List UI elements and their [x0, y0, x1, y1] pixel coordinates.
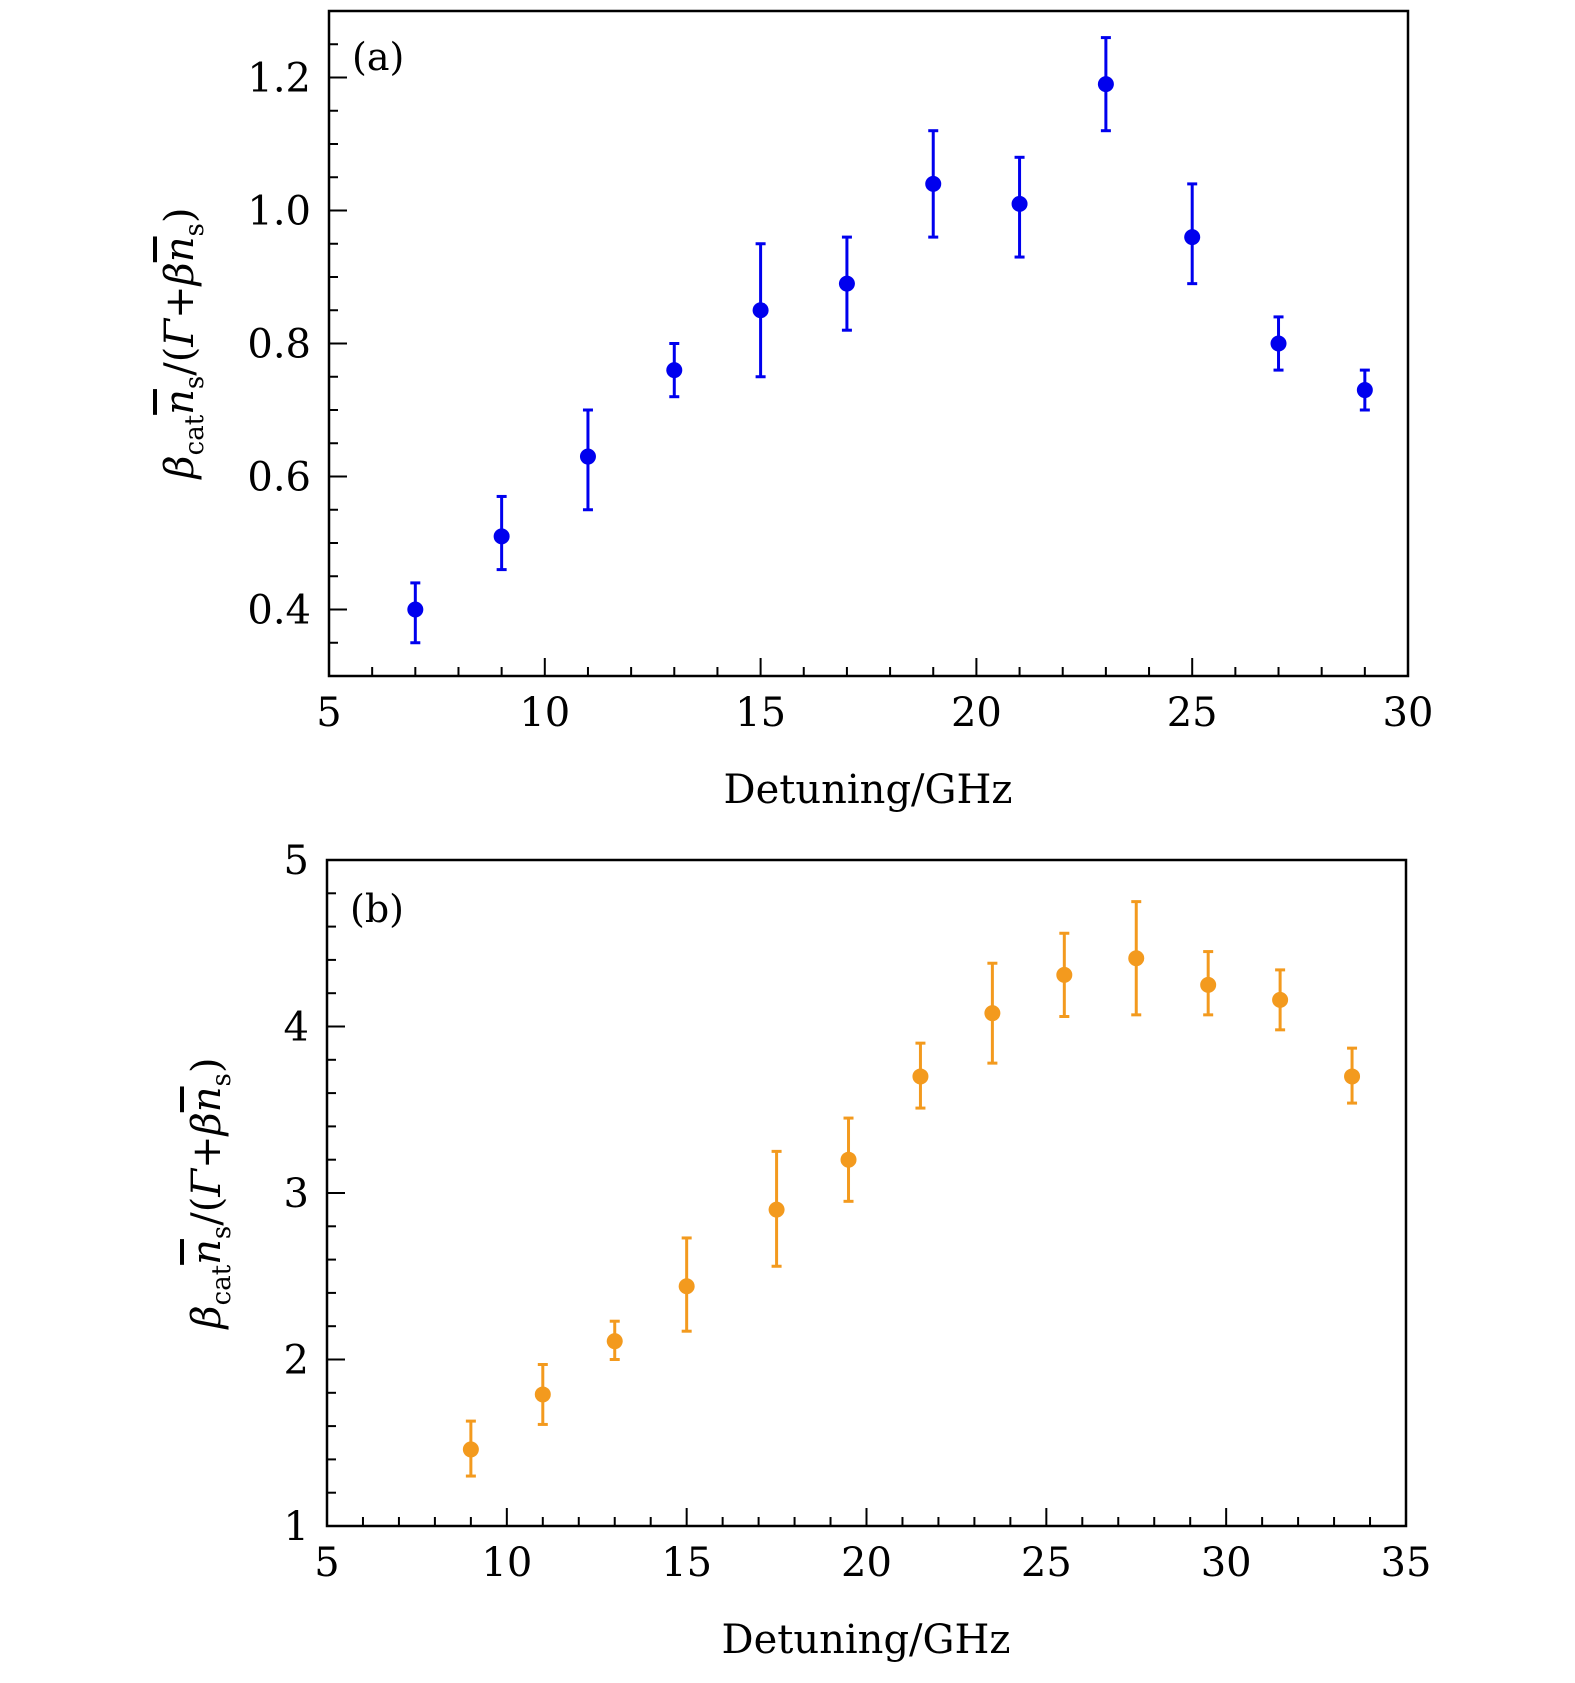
ylabel-plus: + — [157, 285, 203, 319]
ylabel-cat: cat — [180, 414, 210, 455]
y-tick-label: 4 — [284, 1005, 309, 1051]
y-tick-label: 1.0 — [247, 189, 311, 235]
data-point — [752, 302, 769, 319]
x-tick-label: 10 — [481, 1540, 532, 1586]
y-tick-label: 1.2 — [247, 56, 311, 102]
x-tick-label: 25 — [1167, 690, 1218, 736]
data-point — [678, 1278, 695, 1295]
data-point — [1056, 966, 1073, 983]
data-point — [1184, 229, 1201, 246]
x-tick-label: 15 — [735, 690, 786, 736]
data-point — [606, 1333, 623, 1350]
data-point — [493, 528, 510, 545]
y-tick-label: 1 — [284, 1504, 309, 1550]
data-point — [1200, 976, 1217, 993]
data-point — [1356, 382, 1373, 399]
ylabel-s-b: s — [207, 1226, 237, 1239]
data-point — [984, 1005, 1001, 1022]
data-point — [768, 1201, 785, 1218]
y-tick-label: 0.6 — [247, 455, 311, 501]
data-point — [579, 448, 596, 465]
data-point — [534, 1386, 551, 1403]
data-point — [407, 601, 424, 618]
data-point — [840, 1151, 857, 1168]
y-tick-label: 2 — [284, 1338, 309, 1384]
ylabel-s2: s — [180, 223, 210, 236]
y-tick-label: 0.4 — [247, 588, 311, 634]
ylabel-plus-b: + — [184, 1135, 230, 1169]
y-tick-label: 5 — [284, 838, 309, 884]
ylabel-cat-b: cat — [207, 1264, 237, 1305]
panel-a: 5 10 15 20 25 30 0.4 0.6 0.8 1.0 1.2 (a) Detuning… — [157, 9, 1434, 813]
ylabel-open-b: /( — [184, 1197, 230, 1226]
y-axis-title-a: βcatns/(Γ+βns) — [157, 208, 210, 481]
x-tick-label: 15 — [661, 1540, 712, 1586]
x-tick-label: 5 — [314, 1540, 339, 1586]
plot-frame-a — [327, 9, 1410, 678]
x-tick-label: 35 — [1381, 1540, 1432, 1586]
x-tick-label: 20 — [841, 1540, 892, 1586]
data-point — [1344, 1068, 1361, 1085]
svg-text:βcatns/(Γ+βns): βcatns/(Γ+βns) — [157, 208, 210, 481]
data-point — [1128, 950, 1145, 967]
data-point — [1272, 991, 1289, 1008]
ylabel-s: s — [180, 376, 210, 389]
panel-label-b: (b) — [350, 887, 404, 931]
plot-frame-b — [325, 858, 1408, 1528]
ylabel-n: n — [157, 389, 203, 415]
ylabel-beta-b: β — [184, 1305, 230, 1330]
x-axis-title-b: Detuning/GHz — [722, 1617, 1011, 1663]
data-point — [1270, 335, 1287, 352]
ylabel-beta2-b: β — [184, 1112, 230, 1137]
data-point — [912, 1068, 929, 1085]
y-axis-title-b: βcatns/(Γ+βns) — [184, 1058, 237, 1331]
svg-text:βcatns/(Γ+βns): βcatns/(Γ+βns) — [184, 1058, 237, 1331]
ylabel-n2: n — [157, 236, 203, 262]
ylabel-close-b: ) — [184, 1058, 230, 1074]
x-tick-label: 10 — [519, 690, 570, 736]
x-tick-label: 5 — [316, 690, 341, 736]
y-tick-label: 0.8 — [247, 322, 311, 368]
ylabel-beta2: β — [157, 262, 203, 287]
ylabel-n-b: n — [184, 1239, 230, 1265]
data-point — [462, 1441, 479, 1458]
ylabel-s2-b: s — [207, 1073, 237, 1086]
x-tick-label: 30 — [1383, 690, 1434, 736]
panel-label-a: (a) — [352, 35, 404, 79]
data-point — [838, 275, 855, 292]
data-point — [666, 362, 683, 379]
ylabel-n2-b: n — [184, 1086, 230, 1112]
ylabel-beta: β — [157, 455, 203, 480]
x-tick-label: 30 — [1201, 1540, 1252, 1586]
x-tick-label: 25 — [1021, 1540, 1072, 1586]
ylabel-close: ) — [157, 208, 203, 224]
y-tick-label: 3 — [284, 1171, 309, 1217]
ylabel-gamma-b: Γ — [184, 1168, 230, 1198]
ylabel-gamma: Γ — [157, 318, 203, 348]
data-point — [1097, 76, 1114, 93]
data-point — [1011, 195, 1028, 212]
ylabel-open: /( — [157, 347, 203, 376]
data-point — [925, 175, 942, 192]
x-axis-title-a: Detuning/GHz — [724, 767, 1013, 813]
x-tick-label: 20 — [951, 690, 1002, 736]
